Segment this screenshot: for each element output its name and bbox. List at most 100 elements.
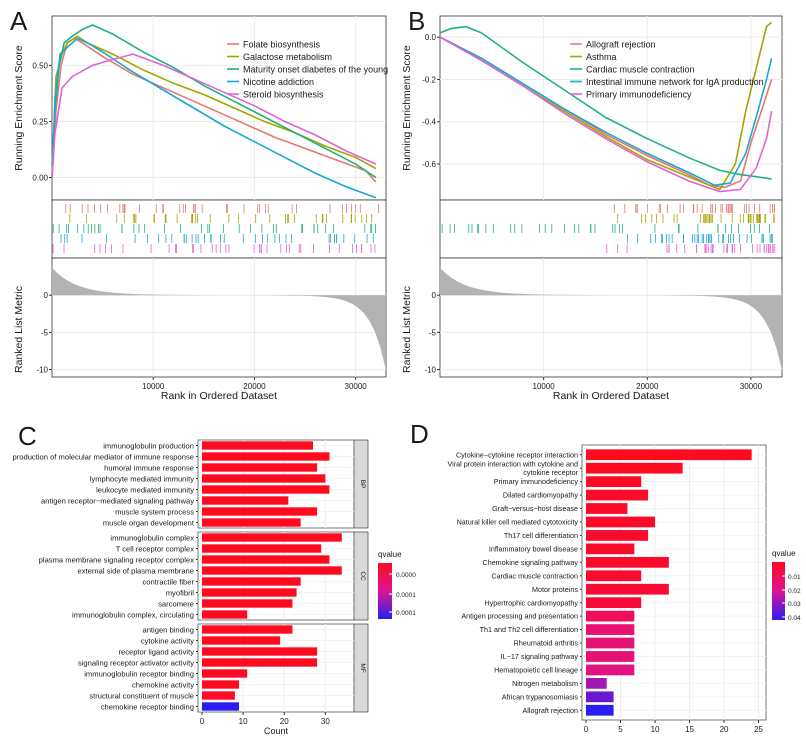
enrichment-line [51,35,377,178]
colorbar [772,562,785,620]
category-label: Dilated cardiomyopathy [503,491,579,500]
bar [202,544,322,553]
legend-label: Cardiac muscle contraction [586,65,695,75]
bar [586,651,635,662]
category-label: Cytokine−cytokine receptor interaction [456,450,578,459]
category-label: cytokine receptor [523,468,578,477]
legend-label: Asthma [586,52,617,62]
x-tick-label: 10 [239,717,248,726]
kegg-bar-panel: Cytokine−cytokine receptor interactionVi… [447,444,801,734]
colorbar-label: 0.0001 [396,610,416,617]
y-tick-label: 0 [44,291,49,300]
category-label: Allograft rejection [522,706,578,715]
category-label: sarcomere [158,599,194,608]
colorbar-label: 0.04 [788,615,801,622]
category-label: Viral protein interaction with cytokine … [447,460,578,469]
category-label: muscle system process [115,507,194,516]
category-label: contractile fiber [143,577,195,586]
panel-label-c: C [18,421,37,451]
x-tick-label: 25 [754,725,763,734]
bar [586,543,635,555]
x-tick-label: 10 [651,725,660,734]
category-label: immunoglobulin complex [110,533,194,542]
y-axis-title: Ranked List Metric [13,286,25,373]
bar [202,485,330,494]
category-label: receptor ligand activity [118,647,194,656]
subplot-frame [51,199,387,259]
x-tick-label: 5 [618,725,623,734]
category-label: Hematopoietic cell lineage [494,666,578,675]
enrichment-line [439,25,772,180]
category-label: T cell receptor complex [116,544,195,553]
x-tick-label: 30000 [740,382,763,391]
bar [586,462,683,474]
facet-strip [353,531,369,621]
category-label: Graft−versus−host disease [492,504,578,513]
category-label: Natural killer cell mediated cytotoxicit… [457,518,579,527]
y-tick-label: 0.00 [32,174,48,183]
bar [586,516,656,528]
colorbar-label: 0.01 [788,574,801,581]
bar [202,474,326,483]
category-label: chemokine receptor binding [101,702,194,711]
panel-label-b: B [408,6,425,36]
legend-label: Maturity onset diabetes of the young [243,65,388,75]
bar [202,577,301,586]
panel-label-d: D [410,419,429,449]
category-label: Th17 cell differentiation [504,531,578,540]
bar [202,566,342,575]
subplot-frame [51,257,387,378]
x-tick-label: 0 [200,717,205,726]
facet-strip [353,623,369,713]
bar [586,704,614,716]
colorbar-label: 0.03 [788,601,801,608]
colorbar [378,563,392,619]
x-tick-label: 15 [685,725,694,734]
bar [586,597,642,609]
bar [586,449,752,461]
bar [586,637,635,649]
legend-label: Intestinal immune network for IgA produc… [586,77,764,87]
category-label: Chemokine signaling pathway [483,558,579,567]
colorbar-label: 0.0001 [396,592,416,599]
category-label: antigen receptor−mediated signaling path… [41,496,194,505]
colorbar-label: 0.0000 [396,572,416,579]
bar [202,647,318,656]
y-tick-label: 0.25 [32,117,48,126]
category-label: Cardiac muscle contraction [491,571,578,580]
facet-strip [353,439,369,529]
bar [202,588,297,597]
bar [586,664,635,676]
bar [586,677,607,689]
bar [202,555,330,564]
bar [586,610,635,622]
category-label: production of molecular mediator of immu… [13,452,195,461]
category-label: plasma membrane signaling receptor compl… [39,555,195,564]
x-tick-label: 0 [584,725,589,734]
x-tick-label: 20000 [243,382,266,391]
y-tick-label: -10 [36,366,48,375]
category-label: leukocyte mediated immunity [96,485,194,494]
legend-label: Steroid biosynthesis [243,90,324,100]
y-tick-label: 0.0 [425,33,437,42]
legend-label: Folate biosynthesis [243,40,321,50]
category-label: Antigen processing and presentation [461,612,578,621]
facet-strip-label: BP [359,480,366,489]
category-label: immunoglobulin production [103,441,194,450]
enrichment-line [51,24,377,179]
go-bar-panel: BP immunoglobulin production production of… [13,439,416,736]
bar [202,680,239,689]
x-tick-label: 20 [720,725,729,734]
bar [202,625,293,634]
panel-label-a: A [10,6,28,36]
category-label: cytokine activity [141,636,194,645]
category-label: immunoglobulin receptor binding [84,669,194,678]
y-axis-title: Running Enrichment Score [13,45,25,171]
bar [202,518,301,527]
category-label: muscle organ development [103,518,195,527]
x-tick-label: 20000 [636,382,659,391]
x-tick-label: 30000 [345,382,368,391]
facet-strip-label: CC [359,571,366,581]
y-tick-label: 0 [432,291,437,300]
